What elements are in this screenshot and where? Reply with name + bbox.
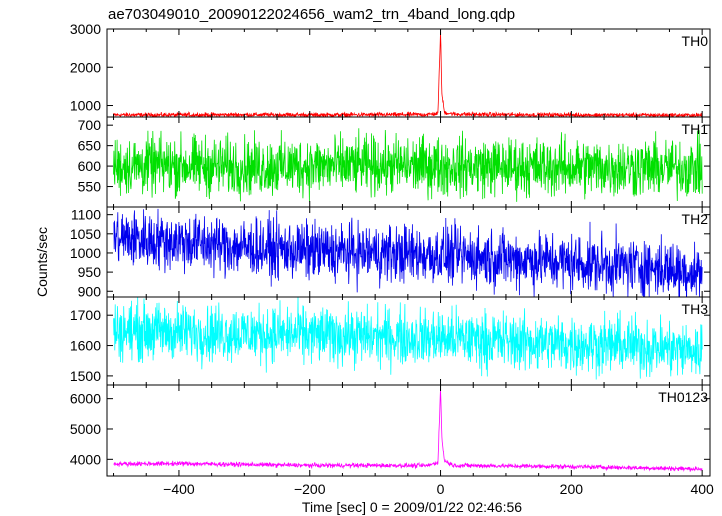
series-line-th3 [114,297,703,379]
x-tick-label: −200 [294,481,326,497]
y-tick-label: 600 [78,158,102,174]
y-tick-label: 1000 [70,98,101,114]
x-tick-labels: −400 −200 0 200 400 [163,481,714,497]
y-axis-label: Counts/sec [34,227,50,297]
panel-label: TH0 [682,33,709,49]
y-tick-label: 900 [78,283,102,299]
y-tick-label: 3000 [70,21,101,37]
panel-th1: 550 600 650 700 TH1 [78,117,710,207]
y-tick-label: 1100 [71,207,101,223]
y-tick-label: 2000 [70,59,101,75]
panels: 1000 2000 3000 TH0 550 600 650 700 TH1 900 950 1000… [70,21,710,476]
chart-title: ae703049010_20090122024656_wam2_trn_4ban… [108,6,515,23]
series-line-th0123 [114,389,703,471]
y-tick-label: 950 [78,264,102,280]
x-tick-label: 0 [437,481,445,497]
x-tick-label: 400 [690,481,714,497]
panel-label: TH2 [682,211,709,227]
panel-th3: 1500 1600 1700 TH3 [70,297,710,385]
x-tick-label: −400 [163,481,195,497]
panel-label: TH0123 [658,389,708,405]
y-tick-label: 650 [78,138,102,154]
y-tick-label: 550 [78,179,102,195]
panel-th2: 900 950 1000 1050 1100 TH2 [70,207,710,308]
x-tick-label: 200 [560,481,584,497]
y-tick-label: 1700 [70,307,101,323]
x-axis-label: Time [sec] 0 = 2009/01/22 02:46:56 [302,499,522,515]
y-tick-label: 700 [78,117,102,133]
series-line-th1 [114,128,703,202]
y-tick-label: 1000 [70,245,101,261]
panel-label: TH3 [682,301,709,317]
y-tick-label: 1600 [70,338,101,354]
y-tick-label: 5000 [70,421,101,437]
y-tick-label: 1500 [70,368,101,384]
y-tick-label: 4000 [70,451,101,467]
y-tick-label: 1050 [70,226,101,242]
y-tick-label: 6000 [70,391,101,407]
series-line-th0 [114,32,703,118]
panel-th0: 1000 2000 3000 TH0 [70,21,710,118]
panel-th0123: 4000 5000 6000 TH0123 [70,385,710,476]
series-line-th2 [114,209,703,307]
panel-frame [107,29,710,117]
panel-label: TH1 [682,121,709,137]
